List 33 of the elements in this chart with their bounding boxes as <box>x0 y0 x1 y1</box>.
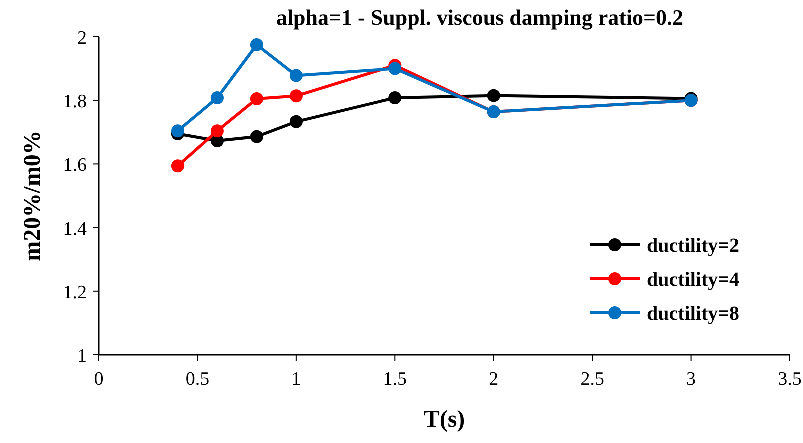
x-tick-label: 3.5 <box>778 369 802 390</box>
x-tick-label: 0.5 <box>186 369 210 390</box>
x-tick-label: 0 <box>94 369 104 390</box>
y-tick-label: 1.6 <box>63 155 87 176</box>
x-axis-title: T(s) <box>424 407 466 433</box>
chart-title: alpha=1 - Suppl. viscous damping ratio=0.2 <box>276 5 684 30</box>
point <box>171 160 184 173</box>
point <box>290 69 303 82</box>
point <box>290 115 303 128</box>
x-tick-label: 2.5 <box>580 369 604 390</box>
point <box>210 124 224 138</box>
legend-label: ductility=8 <box>647 303 740 325</box>
y-tick-label: 1.8 <box>63 92 87 113</box>
legend-label: ductility=2 <box>647 235 740 257</box>
x-tick-label: 3 <box>686 369 696 390</box>
x-tick-label: 1 <box>292 369 302 390</box>
legend-label: ductility=4 <box>647 269 740 291</box>
y-tick-label: 2 <box>78 28 87 49</box>
y-axis-title: m20%/m0% <box>20 130 46 262</box>
point <box>290 90 303 103</box>
point <box>487 89 500 102</box>
point <box>388 62 402 76</box>
x-tick-label: 2 <box>489 369 499 390</box>
y-tick-label: 1.2 <box>63 282 87 304</box>
point <box>388 92 402 105</box>
y-tick-label: 1.4 <box>63 218 88 240</box>
point <box>171 124 184 138</box>
point <box>250 130 264 144</box>
point <box>250 92 264 106</box>
point <box>210 92 224 105</box>
x-tick-label: 1.5 <box>383 369 408 390</box>
point <box>250 38 264 52</box>
y-tick-label: 1 <box>78 346 87 367</box>
